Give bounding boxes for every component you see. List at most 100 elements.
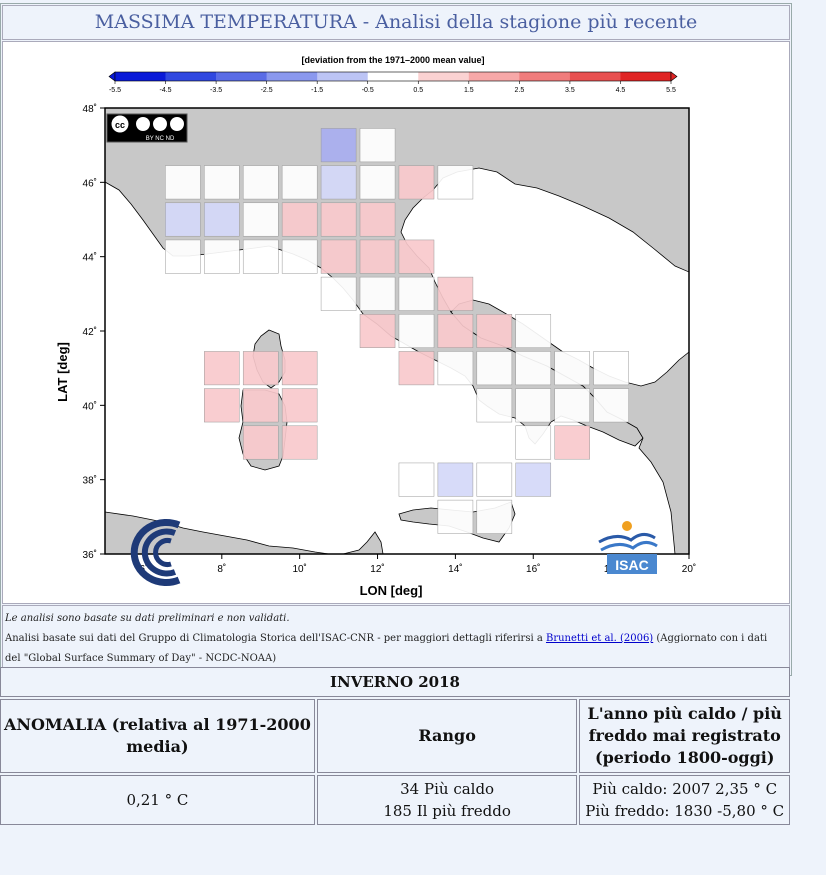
- anomaly-cell: [437, 462, 474, 497]
- lon-tick-label: 12˚: [370, 563, 384, 575]
- anomaly-cell: [515, 351, 552, 386]
- anomaly-cell: [398, 276, 435, 311]
- anomaly-cell: [242, 239, 279, 274]
- anomaly-cell: [359, 276, 396, 311]
- colorbar-segment: [367, 72, 419, 81]
- colorbar-segment: [115, 72, 166, 81]
- anomaly-cell: [281, 202, 318, 237]
- anomaly-cell: [437, 351, 474, 386]
- anomaly-cell: [320, 202, 357, 237]
- anomaly-cell: [320, 128, 357, 163]
- anomaly-cell: [281, 425, 318, 460]
- colorbar-tick-label: -2.5: [261, 87, 273, 94]
- anomaly-cell: [515, 425, 552, 460]
- anomaly-cell: [320, 239, 357, 274]
- anomaly-cell: [554, 351, 590, 386]
- colorbar-tick-label: -3.5: [210, 87, 222, 94]
- anomaly-cell: [398, 239, 435, 274]
- anomaly-cell: [476, 388, 513, 423]
- nc-icon: [153, 117, 167, 131]
- lat-tick-label: 36˚: [83, 549, 97, 561]
- anomaly-cell: [359, 314, 396, 348]
- lon-tick-label: 6˚: [139, 563, 148, 575]
- colorbar-segment: [620, 72, 672, 81]
- brunetti-reference-link[interactable]: Brunetti et al. (2006): [545, 633, 654, 644]
- anomaly-cell: [281, 165, 318, 200]
- map-panel: [deviation from the 1971–2000 mean value…: [2, 41, 790, 604]
- anomaly-cell: [437, 276, 474, 311]
- cnr-logo: [130, 519, 181, 586]
- anomaly-cell: [398, 351, 435, 386]
- anomaly-cell: [281, 388, 318, 423]
- anomaly-cell: [554, 388, 590, 423]
- cc-license-badge: cc BY NC ND: [106, 113, 188, 143]
- x-axis-label: LON [deg]: [360, 583, 423, 598]
- lat-tick-label: 42˚: [83, 326, 97, 338]
- svg-text:cc: cc: [115, 120, 125, 130]
- colorbar-segment: [317, 72, 369, 81]
- record-column-header: L'anno più caldo / più freddo mai regist…: [579, 699, 790, 773]
- anomaly-cell: [437, 499, 474, 534]
- anomaly-cell: [359, 128, 396, 163]
- lat-tick-label: 46˚: [83, 177, 97, 189]
- colorbar-title: [deviation from the 1971–2000 mean value…: [301, 55, 484, 65]
- isac-label: ISAC: [615, 557, 648, 573]
- anomaly-cell: [476, 499, 513, 534]
- lon-tick-label: 10˚: [292, 563, 306, 575]
- page-frame: MASSIMA TEMPERATURA - Analisi della stag…: [0, 3, 792, 676]
- colorbar-tick-label: 2.5: [514, 87, 524, 94]
- source-note: Analisi basate sui dati del Gruppo di Cl…: [5, 633, 768, 644]
- colorbar-tick-label: -5.5: [109, 87, 121, 94]
- anomaly-cell: [204, 388, 240, 423]
- colorbar-tick-label: 0.5: [413, 87, 423, 94]
- colorbar-arrow-right: [670, 71, 678, 82]
- license-label: BY NC ND: [146, 136, 175, 142]
- anomaly-cell: [554, 425, 590, 460]
- record-cold: Più freddo: 1830 -5,80 ° C: [585, 802, 785, 820]
- anomaly-cell: [242, 425, 279, 460]
- land-africa-east: [342, 531, 384, 554]
- anomaly-cell: [515, 388, 552, 423]
- isac-sun-icon: [622, 521, 632, 531]
- lon-tick-label: 8˚: [217, 563, 226, 575]
- lon-tick-label: 14˚: [448, 563, 462, 575]
- anomaly-cell: [515, 314, 552, 348]
- anomaly-cell: [593, 351, 629, 386]
- colorbar-tick-label: 3.5: [565, 87, 575, 94]
- anomaly-cell: [359, 202, 396, 237]
- anomaly-cell: [165, 239, 201, 274]
- colorbar-tick-label: 5.5: [666, 87, 676, 94]
- anomaly-cell: [476, 314, 513, 348]
- lat-tick-label: 44˚: [83, 252, 97, 264]
- colorbar-tick-label: 1.5: [464, 87, 474, 94]
- anomaly-cell: [476, 462, 513, 497]
- anomaly-cell: [242, 165, 279, 200]
- anomaly-cell: [165, 202, 201, 237]
- colorbar-tick-label: 4.5: [616, 87, 626, 94]
- anomaly-cell: [281, 351, 318, 386]
- anomaly-cell: [320, 276, 357, 311]
- page-title: MASSIMA TEMPERATURA - Analisi della stag…: [2, 5, 790, 40]
- rank-warm: 34 Più caldo: [400, 780, 495, 798]
- anomaly-column-header: ANOMALIA (relativa al 1971-2000 media): [0, 699, 315, 773]
- anomaly-cell: [398, 314, 435, 348]
- anomaly-cell: [398, 165, 435, 200]
- isac-logo: ISAC: [598, 521, 658, 574]
- anomaly-cell: [165, 165, 201, 200]
- cc-icon: [110, 114, 130, 134]
- anomaly-cell: [437, 314, 474, 348]
- anomaly-cell: [398, 462, 435, 497]
- colorbar-segment: [165, 72, 217, 81]
- anomaly-cell: [359, 239, 396, 274]
- anomaly-cell: [320, 165, 357, 200]
- lat-tick-label: 38˚: [83, 475, 97, 487]
- colorbar-segment: [569, 72, 621, 81]
- anomaly-cell: [242, 351, 279, 386]
- notes-panel: Le analisi sono basate su dati prelimina…: [2, 605, 790, 674]
- colorbar-segment: [519, 72, 571, 81]
- rank-cold: 185 Il più freddo: [383, 802, 511, 820]
- anomaly-cell: [437, 165, 474, 200]
- anomaly-grid: [165, 128, 629, 534]
- map-axes: 48˚46˚44˚42˚40˚38˚36˚6˚8˚10˚12˚14˚16˚18˚…: [83, 103, 697, 575]
- anomaly-cell: [242, 388, 279, 423]
